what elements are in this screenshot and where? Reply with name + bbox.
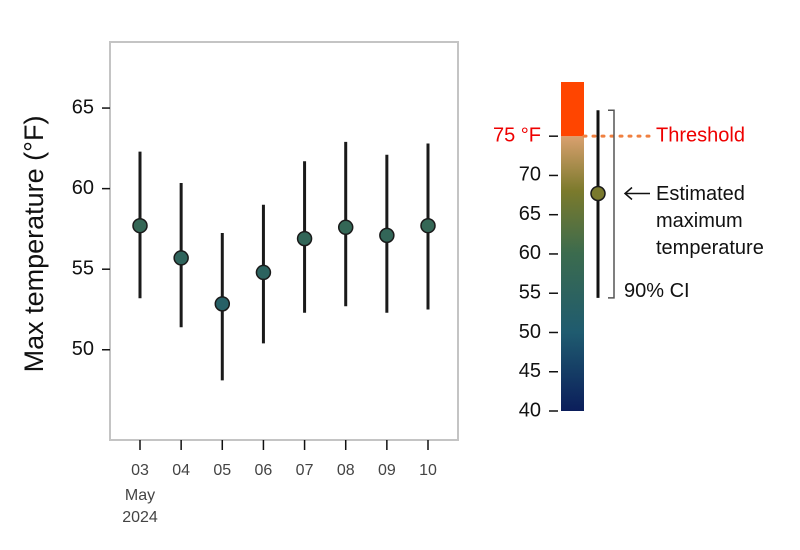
point (214, 296, 231, 312)
example-point (590, 185, 606, 202)
ci-label: 90% CI (624, 280, 690, 302)
point (173, 250, 189, 266)
plot-frame (109, 41, 459, 441)
colorbar-above (561, 82, 584, 137)
point (337, 219, 354, 236)
y-tick-label: 60 (72, 177, 94, 199)
point (132, 217, 148, 234)
colorbar-gradient (561, 136, 584, 411)
x-sublabel: 2024 (122, 509, 158, 526)
estimate-label: Estimated (656, 183, 745, 205)
point (255, 264, 272, 281)
x-tick-label: 08 (337, 462, 355, 479)
colorbar-tick-label: 40 (519, 399, 541, 421)
x-sublabel: May (125, 487, 155, 504)
x-tick-label: 09 (378, 462, 396, 479)
y-tick-label: 65 (72, 96, 94, 118)
colorbar-tick-label: 60 (519, 242, 541, 264)
point (420, 217, 436, 234)
x-tick-label: 07 (296, 462, 314, 479)
colorbar-tick-label: 75 °F (493, 124, 541, 146)
colorbar-tick-label: 55 (519, 282, 541, 304)
estimate-label: maximum (656, 210, 743, 232)
colorbar-tick-label: 70 (519, 164, 541, 186)
colorbar-tick-label: 65 (519, 203, 541, 225)
point (296, 230, 313, 247)
x-tick-label: 06 (255, 462, 273, 479)
x-tick-label: 03 (131, 462, 149, 479)
estimate-label: temperature (656, 237, 764, 259)
y-axis-label: Max temperature (°F) (19, 116, 49, 373)
arrow (623, 186, 650, 201)
colorbar-tick-label: 50 (519, 321, 541, 343)
ci-bracket (608, 109, 615, 299)
y-tick-label: 50 (72, 338, 94, 360)
x-tick-label: 04 (172, 462, 190, 479)
x-tick-label: 05 (213, 462, 231, 479)
colorbar-tick-label: 45 (519, 360, 541, 382)
x-tick-label: 10 (419, 462, 437, 479)
point (379, 227, 395, 244)
y-tick-label: 55 (72, 257, 94, 279)
threshold-label: Threshold (656, 124, 745, 146)
